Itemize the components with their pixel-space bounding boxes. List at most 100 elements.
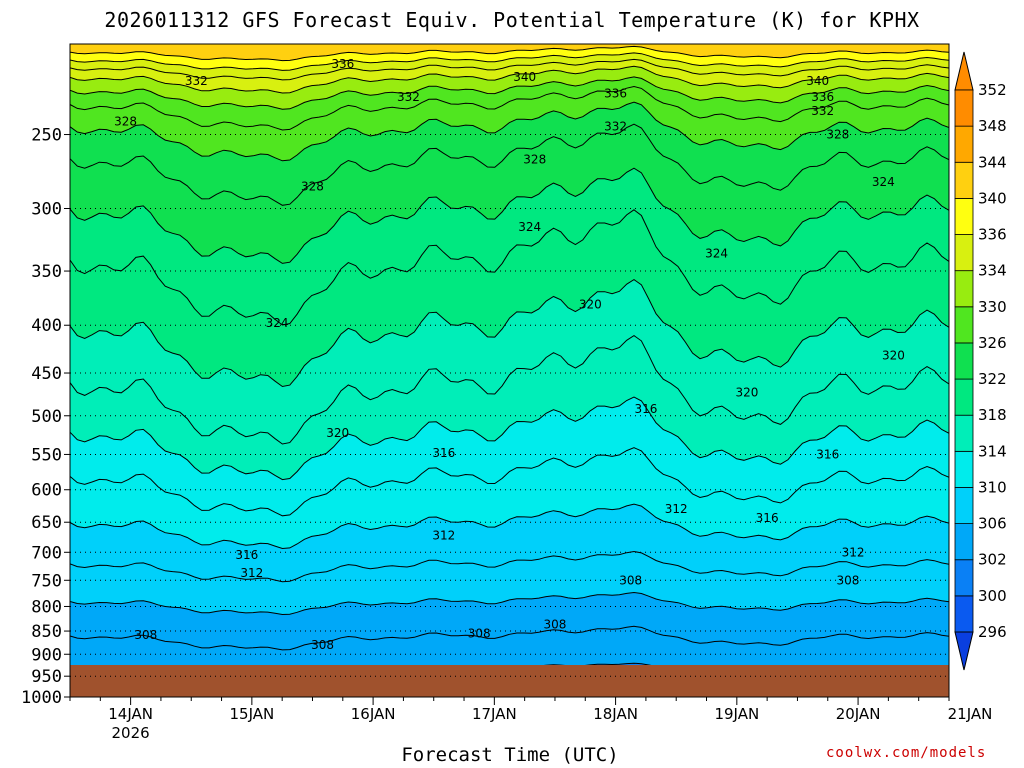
contour-label: 332 <box>811 104 834 118</box>
y-tick-label: 600 <box>31 481 62 501</box>
x-tick-year: 2026 <box>112 724 150 742</box>
contour-332 <box>70 85 949 131</box>
contour-label: 336 <box>331 57 354 71</box>
colorbar-label: 314 <box>978 442 1007 460</box>
contour-label: 336 <box>604 87 627 101</box>
contour-label: 312 <box>240 566 263 580</box>
contour-label: 312 <box>665 502 688 516</box>
colorbar-label: 330 <box>978 298 1007 316</box>
colorbar-label: 318 <box>978 406 1007 424</box>
contour-label: 316 <box>756 511 779 525</box>
contour-label: 308 <box>311 638 334 652</box>
colorbar-segment <box>954 270 974 308</box>
colorbar-label: 340 <box>978 189 1007 207</box>
y-tick-label: 400 <box>31 316 62 336</box>
y-tick-label: 750 <box>31 571 62 591</box>
colorbar-label: 310 <box>978 478 1007 496</box>
y-tick-label: 450 <box>31 364 62 384</box>
x-tick-label: 15JAN <box>229 705 274 723</box>
contour-label: 316 <box>432 446 455 460</box>
colorbar-label: 306 <box>978 515 1007 533</box>
contour-330 <box>70 101 949 162</box>
contour-label: 320 <box>579 297 602 311</box>
colorbar-label: 300 <box>978 587 1007 605</box>
y-tick-label: 950 <box>31 667 62 687</box>
y-tick-label: 900 <box>31 645 62 665</box>
contour-334 <box>70 76 949 110</box>
contour-label: 308 <box>134 628 157 642</box>
colorbar-segment <box>954 450 974 488</box>
x-tick-label: 19JAN <box>714 705 759 723</box>
colorbar-label: 302 <box>978 551 1007 569</box>
colorbar-label: 344 <box>978 153 1007 171</box>
contour-label: 312 <box>842 545 865 559</box>
colorbar-segment <box>954 89 974 127</box>
contour-308 <box>70 625 949 651</box>
contour-label: 320 <box>735 385 758 399</box>
contour-326 <box>70 167 949 264</box>
plot-frame <box>69 43 950 698</box>
colorbar-max-arrow <box>954 51 974 91</box>
contour-336 <box>70 65 949 94</box>
credit-text: coolwx.com/models <box>826 745 987 761</box>
contour-label: 332 <box>604 119 627 133</box>
colorbar-label: 348 <box>978 117 1007 135</box>
colorbar-label: 296 <box>978 623 1007 641</box>
contour-label: 320 <box>326 426 349 440</box>
contour-label: 324 <box>872 175 895 189</box>
colorbar-segment <box>954 378 974 416</box>
contour-label: 328 <box>826 128 849 142</box>
x-tick-label: 14JAN <box>108 705 153 723</box>
colorbar-segment <box>954 197 974 235</box>
x-tick-label: 21JAN <box>948 705 993 723</box>
contour-label: 316 <box>816 447 839 461</box>
colorbar-segment <box>954 306 974 344</box>
contour-label: 308 <box>619 573 642 587</box>
y-tick-label: 500 <box>31 407 62 427</box>
colorbar-segment <box>954 234 974 272</box>
contour-label: 320 <box>882 349 905 363</box>
contour-label: 324 <box>518 220 541 234</box>
contour-label: 316 <box>235 548 258 562</box>
contour-344 <box>70 45 949 62</box>
colorbar-label: 352 <box>978 81 1007 99</box>
y-tick-label: 250 <box>31 126 62 146</box>
y-tick-label: 350 <box>31 262 62 282</box>
y-tick-label: 800 <box>31 597 62 617</box>
colorbar-segment <box>954 559 974 597</box>
contour-320 <box>70 334 949 445</box>
y-tick-label: 1000 <box>21 688 62 708</box>
x-axis-label: Forecast Time (UTC) <box>401 744 619 766</box>
contour-label: 336 <box>811 90 834 104</box>
colorbar-label: 322 <box>978 370 1007 388</box>
contour-label: 316 <box>634 402 657 416</box>
chart-title: 2026011312 GFS Forecast Equiv. Potential… <box>104 8 920 32</box>
contour-label: 308 <box>468 626 491 640</box>
colorbar-label: 334 <box>978 262 1007 280</box>
x-tick-label: 18JAN <box>593 705 638 723</box>
contour-label: 340 <box>513 70 536 84</box>
y-tick-label: 550 <box>31 445 62 465</box>
contour-328 <box>70 123 949 206</box>
contour-label: 324 <box>705 246 728 260</box>
x-tick-label: 16JAN <box>351 705 396 723</box>
y-tick-label: 300 <box>31 200 62 220</box>
contour-322 <box>70 278 949 388</box>
x-tick-label: 17JAN <box>472 705 517 723</box>
colorbar-segment <box>954 487 974 525</box>
colorbar-segment <box>954 342 974 380</box>
y-tick-label: 650 <box>31 513 62 533</box>
contour-316 <box>70 447 949 517</box>
contour-324 <box>70 209 949 326</box>
contour-314 <box>70 503 949 550</box>
contour-340 <box>70 52 949 71</box>
contour-label: 312 <box>432 529 455 543</box>
contour-label: 328 <box>301 179 324 193</box>
y-tick-label: 850 <box>31 622 62 642</box>
contour-label: 340 <box>806 74 829 88</box>
colorbar-min-arrow <box>954 631 974 671</box>
contour-338 <box>70 58 949 81</box>
contour-label: 308 <box>837 573 860 587</box>
colorbar-label: 326 <box>978 334 1007 352</box>
contour-310 <box>70 591 949 616</box>
